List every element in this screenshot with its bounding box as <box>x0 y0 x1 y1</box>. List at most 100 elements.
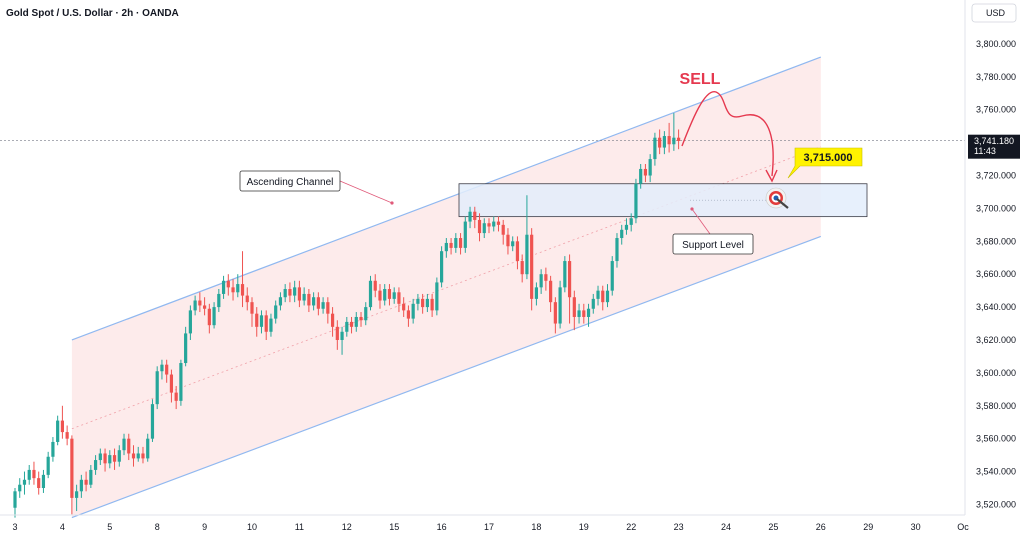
candle <box>174 386 178 410</box>
channel-label-leader <box>339 180 393 204</box>
candle <box>520 254 524 283</box>
candle <box>449 238 453 255</box>
support-label-text: Support Level <box>682 240 744 251</box>
sell-label: SELL <box>680 71 721 88</box>
candlestick-series <box>13 113 681 518</box>
candle <box>667 122 671 153</box>
candle <box>473 206 477 229</box>
candle <box>586 303 591 327</box>
candle <box>530 228 534 311</box>
candle <box>368 275 373 311</box>
y-tick-label: 3,580.000 <box>976 401 1016 411</box>
x-tick-label: 16 <box>437 522 447 532</box>
x-tick-label: 12 <box>342 522 352 532</box>
candle <box>203 297 207 316</box>
candle <box>27 464 31 485</box>
candle <box>274 300 278 324</box>
candle <box>326 297 330 324</box>
x-tick-label: Oc <box>957 522 969 532</box>
y-axis[interactable]: 3,520.000 3,540.000 3,560.000 3,580.000 3,60… <box>976 39 1016 510</box>
x-tick-label: 25 <box>768 522 778 532</box>
target-callout-text: 3,715.000 <box>804 152 853 164</box>
x-tick-label: 26 <box>816 522 826 532</box>
candle <box>278 292 283 311</box>
candle <box>150 399 155 442</box>
support-label-anchor <box>690 207 694 211</box>
candle <box>402 297 406 317</box>
y-tick-label: 3,780.000 <box>976 72 1016 82</box>
candle <box>354 312 358 332</box>
candle <box>193 295 197 316</box>
candle <box>383 284 387 306</box>
candle <box>75 484 79 512</box>
candle <box>269 313 273 337</box>
ascending-channel <box>71 56 822 519</box>
y-tick-label: 3,700.000 <box>976 203 1016 213</box>
target-icon <box>765 187 789 209</box>
y-tick-label: 3,760.000 <box>976 105 1016 115</box>
candle <box>544 267 548 291</box>
currency-button[interactable]: USD <box>971 3 1017 23</box>
candle <box>567 254 572 324</box>
candle <box>98 448 102 465</box>
candle <box>165 359 169 383</box>
candle <box>553 297 557 334</box>
candle <box>283 284 287 303</box>
candle <box>155 366 159 410</box>
candle <box>335 320 339 350</box>
candle <box>416 293 420 311</box>
candle <box>639 164 643 189</box>
candle <box>596 285 600 306</box>
candle <box>288 282 292 303</box>
support-label-leader <box>691 208 711 235</box>
channel-label-anchor <box>390 201 394 205</box>
candle <box>179 359 183 406</box>
y-tick-label: 3,540.000 <box>976 467 1016 477</box>
support-zone[interactable] <box>458 183 868 218</box>
candle <box>84 471 88 492</box>
candle <box>60 405 64 439</box>
sell-annotation[interactable]: SELL <box>680 71 778 183</box>
candle <box>577 303 581 324</box>
candle <box>217 289 221 313</box>
y-tick-label: 3,600.000 <box>976 368 1016 378</box>
channel-upper-line[interactable] <box>71 56 822 341</box>
candle <box>477 213 482 242</box>
support-label[interactable]: Support Level <box>672 207 754 255</box>
candle <box>255 307 259 337</box>
channel-label-text: Ascending Channel <box>247 177 334 188</box>
candle <box>250 297 254 327</box>
x-tick-label: 30 <box>911 522 921 532</box>
candle <box>321 297 325 314</box>
candle <box>373 274 377 298</box>
candle <box>425 293 429 313</box>
x-tick-label: 5 <box>107 522 112 532</box>
candle <box>634 178 638 224</box>
x-axis[interactable]: 3 4 5 8 9 10 11 12 15 16 17 18 19 22 23 24 25 26 29 30 Oc <box>12 522 969 532</box>
candle <box>482 218 486 239</box>
candle <box>454 233 458 253</box>
candle <box>624 218 629 235</box>
candle <box>620 224 624 245</box>
channel-lower-line[interactable] <box>71 235 822 519</box>
candle <box>658 129 662 155</box>
candle <box>207 303 211 334</box>
candle <box>79 474 83 498</box>
candle <box>141 446 145 464</box>
x-tick-label: 8 <box>155 522 160 532</box>
candle <box>136 446 140 462</box>
candle <box>160 359 164 380</box>
candle <box>515 236 520 270</box>
candle <box>492 216 496 232</box>
channel-label[interactable]: Ascending Channel <box>239 170 394 205</box>
candle <box>430 293 434 317</box>
candle <box>245 287 249 311</box>
y-tick-label: 3,620.000 <box>976 335 1016 345</box>
chart-title: Gold Spot / U.S. Dollar · 2h · OANDA <box>6 8 179 19</box>
x-tick-label: 10 <box>247 522 257 532</box>
candle <box>108 450 112 469</box>
current-price-tag: 3,741.180 11:43 <box>968 134 1020 159</box>
candle <box>435 277 439 316</box>
target-callout[interactable]: 3,715.000 <box>787 147 863 179</box>
